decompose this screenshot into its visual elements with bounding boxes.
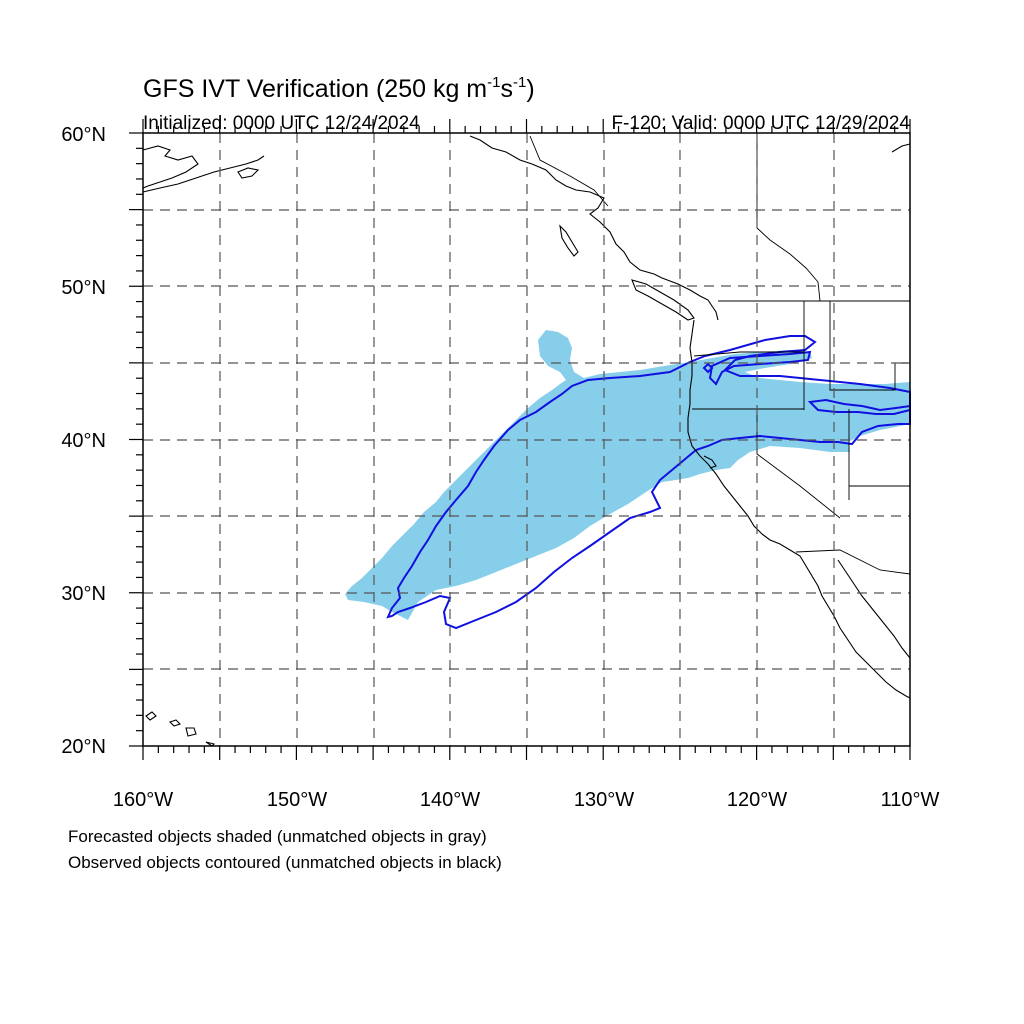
border-wa-or — [693, 351, 804, 357]
coast-west-us — [687, 319, 911, 699]
axis-minor-ticks — [129, 119, 911, 760]
chart-title: GFS IVT Verification (250 kg m-1s-1) — [143, 74, 535, 103]
lat-label-60n: 60°N — [61, 124, 106, 146]
coastlines — [142, 135, 911, 747]
lon-label-120w: 120°W — [727, 789, 787, 811]
coast-kodiak — [237, 167, 260, 179]
border-id-mt — [829, 301, 850, 391]
subtitle-initialized: Initialized: 0000 UTC 12/24/2024 — [143, 113, 420, 134]
coast-alaska-peninsula — [142, 155, 265, 193]
note-forecast: Forecasted objects shaded (unmatched obj… — [68, 827, 487, 846]
coast-alaska-west — [142, 145, 199, 189]
subtitle-valid: F-120: Valid: 0000 UTC 12/29/2024 — [611, 113, 910, 134]
lon-label-110w: 110°W — [881, 789, 940, 811]
coast-baja-gulf — [837, 559, 911, 659]
title-mid: s — [500, 75, 513, 103]
note-observed: Observed objects contoured (unmatched ob… — [68, 853, 502, 872]
lat-label-20n: 20°N — [61, 736, 106, 758]
observed-ivt-contour-main — [386, 335, 911, 630]
lat-label-40n: 40°N — [61, 430, 106, 452]
map-panel — [129, 119, 911, 760]
coast-hudson-corner — [891, 143, 911, 153]
lon-label-140w: 140°W — [420, 789, 480, 811]
border-ut-wy — [849, 362, 910, 391]
observed-ivt-contour-islet — [702, 362, 714, 374]
border-alaska-canada — [529, 135, 609, 207]
coast-gulf-of-alaska — [469, 135, 719, 321]
border-us-mexico — [795, 549, 911, 575]
title-end: ) — [526, 75, 534, 103]
title-exp2: -1 — [513, 74, 526, 91]
coast-vancouver-island — [631, 279, 695, 321]
observed-ivt-contour-north — [708, 350, 812, 386]
coast-hawaii — [145, 711, 216, 747]
lat-label-30n: 30°N — [61, 583, 106, 605]
lon-label-160w: 160°W — [113, 789, 173, 811]
title-exp1: -1 — [487, 74, 500, 91]
title-main: GFS IVT Verification (250 kg m — [143, 75, 487, 103]
lon-label-150w: 150°W — [267, 789, 327, 811]
lon-label-130w: 130°W — [574, 789, 634, 811]
lat-tick-labels: 60°N 50°N 40°N 30°N 20°N — [61, 124, 106, 758]
lon-tick-labels: 160°W 150°W 140°W 130°W 120°W 110°W — [113, 789, 940, 811]
forecast-ivt-object — [345, 330, 910, 620]
map-frame — [142, 132, 911, 747]
coast-haida-gwaii — [559, 224, 579, 257]
coast-sf-bay — [703, 455, 717, 469]
lat-label-50n: 50°N — [61, 277, 106, 299]
graticule — [143, 133, 910, 746]
